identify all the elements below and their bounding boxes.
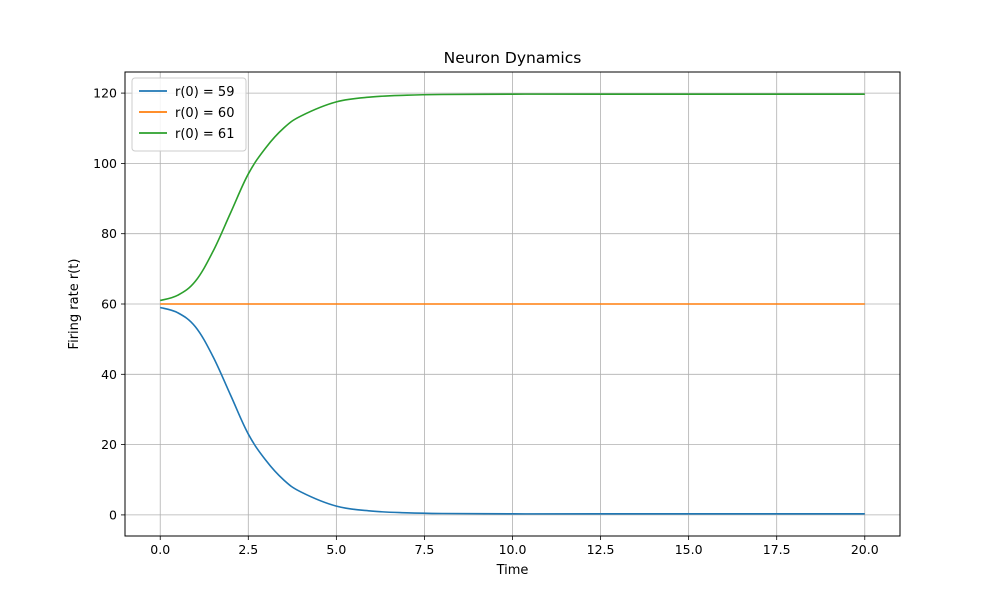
x-axis-label: Time [496, 563, 529, 578]
x-tick-label: 0.0 [150, 542, 170, 557]
x-tick-label: 17.5 [763, 542, 791, 557]
x-tick-label: 7.5 [414, 542, 434, 557]
series-line-1 [160, 306, 865, 515]
series-line-3 [160, 93, 865, 302]
x-tick-label: 12.5 [587, 542, 615, 557]
x-tick-label: 10.0 [499, 542, 527, 557]
x-tick-label: 2.5 [238, 542, 258, 557]
y-tick-label: 60 [101, 297, 117, 312]
grid [125, 72, 900, 536]
y-tick-label: 120 [93, 86, 117, 101]
y-axis-label: Firing rate r(t) [67, 259, 82, 350]
x-tick-label: 20.0 [851, 542, 879, 557]
axis-ticks: 0.0 2.5 5.0 7.5 10.0 12.5 15.0 17.5 20.0 0 20 40 60 8… [93, 86, 879, 557]
legend-label-3: r(0) = 61 [175, 127, 234, 142]
chart-title: Neuron Dynamics [444, 49, 582, 67]
legend-label-2: r(0) = 60 [175, 106, 234, 121]
legend-label-1: r(0) = 59 [175, 85, 234, 100]
x-tick-label: 15.0 [675, 542, 703, 557]
y-tick-label: 100 [93, 156, 117, 171]
y-tick-label: 20 [101, 437, 117, 452]
legend: r(0) = 59 r(0) = 60 r(0) = 61 [131, 77, 247, 152]
x-tick-label: 5.0 [326, 542, 346, 557]
y-tick-label: 80 [101, 226, 117, 241]
series-lines [160, 93, 865, 515]
y-tick-label: 40 [101, 367, 117, 382]
y-tick-label: 0 [109, 507, 117, 522]
